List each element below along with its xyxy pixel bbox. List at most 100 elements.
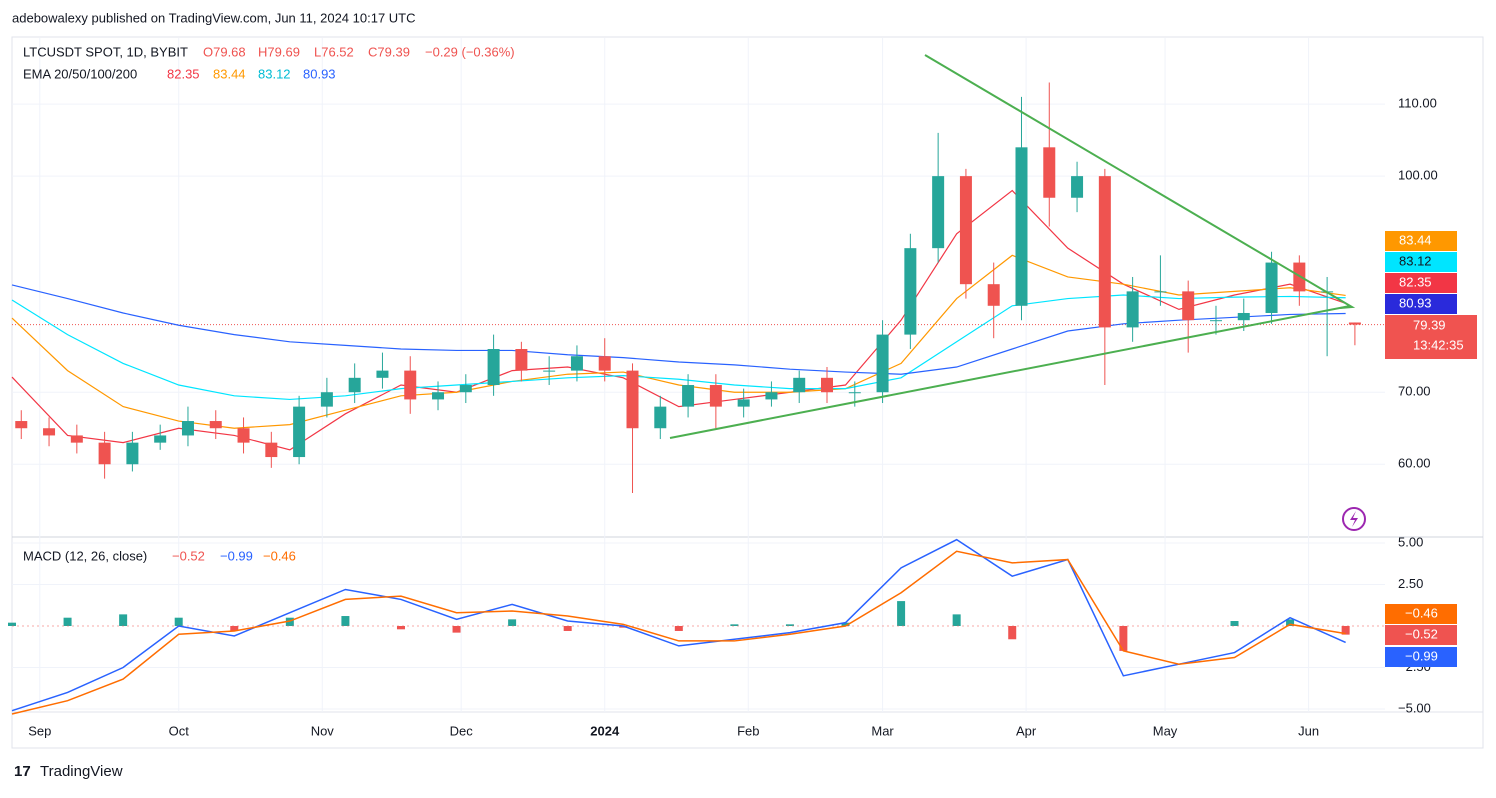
y-tick-label: 110.00	[1398, 96, 1437, 111]
countdown: 13:42:35	[1413, 337, 1464, 352]
axis-price: 80.93	[1399, 295, 1432, 310]
candle-body	[348, 377, 361, 393]
candle-body	[1265, 262, 1278, 313]
candle-body	[682, 385, 695, 407]
change: −0.29 (−0.36%)	[425, 44, 515, 59]
y-tick-label: 2.50	[1398, 576, 1423, 591]
label-box	[1385, 294, 1457, 314]
candle-body	[932, 176, 945, 249]
x-tick-label: Jun	[1298, 723, 1319, 738]
candle-body	[793, 377, 806, 393]
trendline-upper	[924, 54, 1356, 309]
candle-body	[376, 370, 389, 378]
macd-bar	[563, 625, 572, 631]
candle-body	[570, 356, 583, 371]
x-tick-label: 2024	[590, 723, 620, 738]
ema-value: 83.12	[258, 66, 291, 81]
macd-bar	[897, 601, 906, 626]
x-tick-label: Sep	[28, 723, 51, 738]
macd-bar	[1230, 621, 1239, 626]
macd-bar	[508, 619, 517, 626]
macd-bar	[730, 624, 739, 626]
candle-body	[1348, 322, 1361, 325]
candle-body	[848, 392, 861, 394]
y-tick-label: 100.00	[1398, 168, 1438, 183]
macd-bar	[396, 625, 405, 630]
candle-body	[737, 399, 750, 407]
candle-body	[1015, 147, 1028, 306]
candle-body	[43, 428, 56, 436]
x-tick-label: Feb	[737, 723, 759, 738]
candle-body	[1126, 291, 1139, 328]
macd-value: −0.46	[263, 548, 296, 563]
label-box	[1385, 273, 1457, 293]
macd-bar	[341, 616, 350, 626]
candle-body	[543, 370, 556, 372]
label-box	[1385, 625, 1457, 645]
macd-bar	[1008, 625, 1017, 640]
candle-body	[515, 349, 528, 371]
candle-body	[459, 385, 472, 393]
x-tick-label: May	[1153, 723, 1178, 738]
candle-body	[15, 421, 28, 429]
macd-value: −0.52	[172, 548, 205, 563]
candle-body	[876, 334, 889, 393]
candle-body	[1209, 320, 1222, 322]
open: O79.68	[203, 44, 246, 59]
candle-body	[1043, 147, 1056, 198]
macd-bar	[952, 614, 961, 626]
macd-bar	[1341, 625, 1350, 635]
ema-line	[11, 254, 1346, 429]
macd-bar	[174, 617, 183, 626]
candle-body	[404, 370, 417, 400]
label-box	[1385, 604, 1457, 624]
ema-label: EMA 20/50/100/200	[23, 66, 137, 81]
macd-bar	[785, 624, 794, 626]
alert-icon[interactable]	[1342, 507, 1366, 531]
macd-bar	[452, 625, 461, 633]
candle-body	[432, 392, 445, 400]
last-price: 79.39	[1413, 317, 1446, 332]
axis-price: 82.35	[1399, 274, 1432, 289]
candle-body	[181, 421, 194, 436]
macd-bar	[63, 617, 72, 626]
candle-body	[654, 406, 667, 429]
ema-value: 83.44	[213, 66, 246, 81]
y-tick-label: 70.00	[1398, 384, 1431, 399]
candle-body	[1182, 291, 1195, 321]
macd-bar	[619, 625, 628, 628]
candle-body	[293, 406, 306, 458]
label-box	[1385, 252, 1457, 272]
candle-body	[598, 356, 611, 371]
ema-line	[11, 294, 1346, 401]
candle-body	[320, 392, 333, 407]
candle-body	[209, 421, 222, 429]
macd-bar	[8, 622, 16, 626]
ema-value: 80.93	[303, 66, 336, 81]
candle-body	[487, 349, 500, 386]
macd-bar	[230, 625, 239, 631]
footer: TradingView	[40, 763, 123, 780]
candle-body	[959, 176, 972, 285]
logo-mark: 17	[14, 763, 31, 780]
y-tick-label: 5.00	[1398, 534, 1423, 549]
candle-body	[154, 435, 167, 443]
label-box	[1385, 315, 1477, 359]
y-tick-label: −5.00	[1398, 700, 1431, 715]
macd-bar	[285, 617, 294, 626]
header: adebowalexy published on TradingView.com…	[12, 10, 416, 25]
candle-body	[765, 392, 778, 400]
macd-bar	[841, 622, 850, 626]
ema-line	[11, 284, 1346, 375]
axis-price: 83.44	[1399, 232, 1432, 247]
candle-body	[1154, 291, 1167, 293]
candle-body	[1237, 312, 1250, 321]
candle-body	[821, 377, 834, 393]
high: H79.69	[258, 44, 300, 59]
price-labels: 83.44 83.12 82.35 80.93 79.39 13:42:35 −…	[1385, 231, 1477, 667]
axis-macd: −0.46	[1405, 605, 1438, 620]
symbol: LTCUSDT SPOT, 1D, BYBIT	[23, 44, 188, 59]
candle-body	[987, 284, 1000, 306]
label-box	[1385, 647, 1457, 667]
